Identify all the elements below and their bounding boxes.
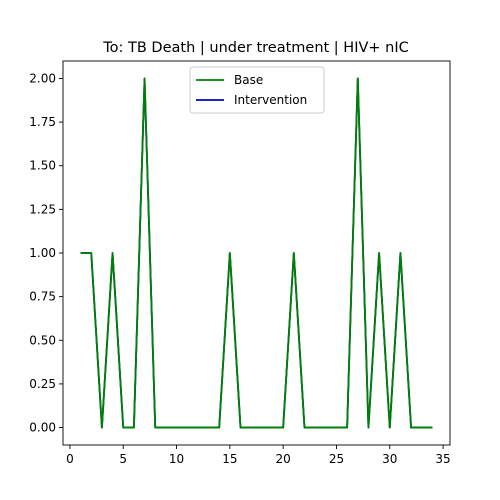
- y-tick-label: 1.00: [29, 246, 56, 260]
- legend-label: Base: [234, 73, 263, 87]
- y-tick-label: 1.25: [29, 202, 56, 216]
- x-tick-label: 20: [276, 452, 291, 466]
- y-tick-label: 0.25: [29, 377, 56, 391]
- y-axis: 0.00 0.25 0.50 0.75 1.00 1.25 1.50 1.75 2.00: [29, 71, 63, 435]
- x-tick-label: 25: [329, 452, 344, 466]
- chart-title: To: TB Death | under treatment | HIV+ nI…: [102, 40, 409, 56]
- y-tick-label: 1.75: [29, 115, 56, 129]
- x-tick-label: 0: [66, 452, 74, 466]
- y-tick-label: 0.75: [29, 290, 56, 304]
- x-tick-label: 15: [222, 452, 237, 466]
- y-tick-label: 2.00: [29, 71, 56, 85]
- x-tick-label: 10: [169, 452, 184, 466]
- x-tick-label: 5: [119, 452, 127, 466]
- series-layer: [80, 77, 433, 429]
- x-tick-label: 30: [382, 452, 397, 466]
- y-tick-label: 0.50: [29, 333, 56, 347]
- y-tick-label: 1.50: [29, 159, 56, 173]
- legend: Base Intervention: [189, 66, 325, 114]
- x-axis: 0 5 10 15 20 25 30 35: [66, 445, 451, 466]
- legend-label: Intervention: [234, 93, 307, 107]
- x-tick-label: 35: [435, 452, 450, 466]
- y-tick-label: 0.00: [29, 421, 56, 435]
- legend-box: [189, 66, 325, 114]
- series-line-base: [80, 77, 433, 429]
